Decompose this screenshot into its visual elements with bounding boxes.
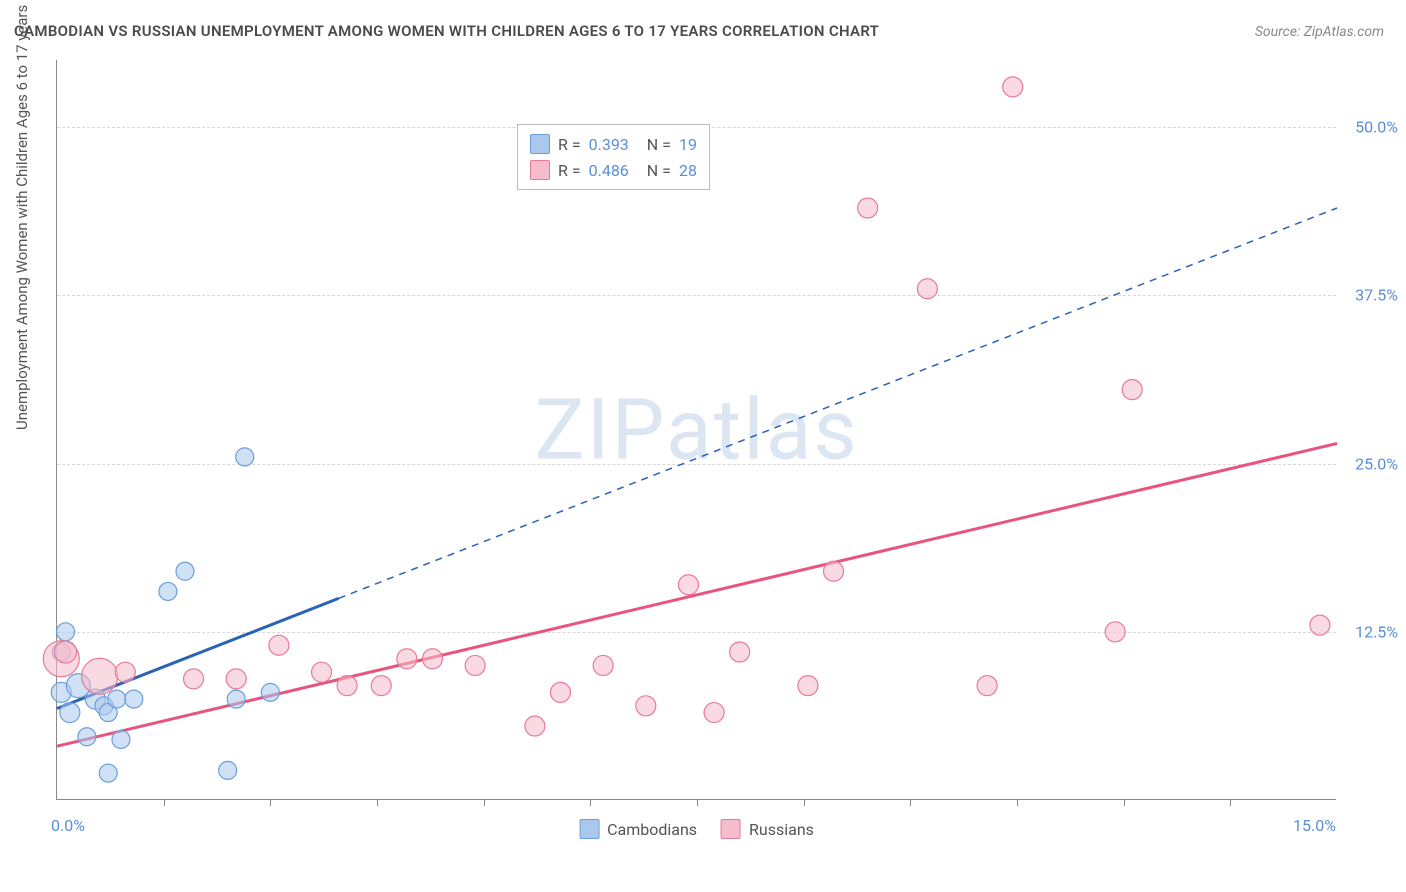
y-axis-label: Unemployment Among Women with Children A… [13, 5, 31, 430]
legend-n-value-0: 19 [679, 135, 697, 154]
data-point [858, 198, 878, 218]
x-tick [697, 799, 698, 806]
data-point [465, 655, 485, 675]
data-point [1003, 77, 1023, 97]
legend-r-label: R = [558, 135, 581, 154]
legend-row-cambodians: R = 0.393 N = 19 [530, 131, 697, 157]
legend-n-label: N = [647, 161, 671, 180]
legend-swatch-russians [721, 819, 741, 839]
data-point [159, 582, 177, 600]
data-point [108, 690, 126, 708]
x-tick [1124, 799, 1125, 806]
x-tick [1017, 799, 1018, 806]
data-point [78, 728, 96, 746]
data-point [977, 676, 997, 696]
data-point [1122, 380, 1142, 400]
data-point [371, 676, 391, 696]
data-point [550, 682, 570, 702]
data-point [1310, 615, 1330, 635]
trend-line-dashed [339, 208, 1337, 598]
data-point [917, 279, 937, 299]
legend-r-label: R = [558, 161, 581, 180]
data-point [184, 669, 204, 689]
data-point [60, 703, 80, 723]
data-point [730, 642, 750, 662]
x-tick [1230, 799, 1231, 806]
y-tick-label: 25.0% [1342, 454, 1398, 473]
data-point [112, 730, 130, 748]
legend-r-value-0: 0.393 [589, 135, 629, 154]
legend-swatch-cambodians [530, 134, 550, 154]
data-point [55, 641, 77, 663]
data-point [125, 690, 143, 708]
data-point [525, 716, 545, 736]
x-tick [270, 799, 271, 806]
y-tick-label: 12.5% [1342, 622, 1398, 641]
data-point [57, 623, 75, 641]
data-point [593, 655, 613, 675]
correlation-legend: R = 0.393 N = 19 R = 0.486 N = 28 [517, 124, 710, 190]
data-point [219, 761, 237, 779]
data-point [236, 448, 254, 466]
x-tick [590, 799, 591, 806]
legend-label: Russians [749, 820, 814, 839]
trend-line-solid [57, 443, 1337, 746]
legend-row-russians: R = 0.486 N = 28 [530, 157, 697, 183]
data-point [99, 764, 117, 782]
data-point [269, 635, 289, 655]
data-point [337, 676, 357, 696]
plot-area: ZIPatlas 12.5%25.0%37.5%50.0% 0.0%15.0% … [56, 60, 1336, 800]
data-point [226, 669, 246, 689]
x-tick-label: 15.0% [1293, 816, 1336, 835]
legend-item-cambodians: Cambodians [579, 819, 697, 839]
legend-item-russians: Russians [721, 819, 814, 839]
legend-label: Cambodians [607, 820, 697, 839]
data-point [824, 561, 844, 581]
data-point [422, 649, 442, 669]
data-point [678, 575, 698, 595]
x-tick [804, 799, 805, 806]
chart-source: Source: ZipAtlas.com [1255, 24, 1384, 40]
trend-lines [57, 208, 1337, 746]
x-tick [484, 799, 485, 806]
chart-container: CAMBODIAN VS RUSSIAN UNEMPLOYMENT AMONG … [0, 0, 1406, 892]
x-tick-label: 0.0% [51, 816, 85, 835]
data-point [176, 562, 194, 580]
data-point [227, 690, 245, 708]
legend-swatch-russians [530, 160, 550, 180]
data-point [397, 649, 417, 669]
y-tick-label: 37.5% [1342, 286, 1398, 305]
legend-swatch-cambodians [579, 819, 599, 839]
y-tick-label: 50.0% [1342, 118, 1398, 137]
legend-r-value-1: 0.486 [589, 161, 629, 180]
legend-n-label: N = [647, 135, 671, 154]
data-point [636, 696, 656, 716]
x-tick [377, 799, 378, 806]
chart-title: CAMBODIAN VS RUSSIAN UNEMPLOYMENT AMONG … [14, 22, 879, 40]
data-point [798, 676, 818, 696]
data-point [312, 662, 332, 682]
data-point [82, 658, 118, 694]
data-point [261, 683, 279, 701]
data-point [1105, 622, 1125, 642]
series-legend: Cambodians Russians [579, 819, 814, 839]
legend-n-value-1: 28 [679, 161, 697, 180]
data-point [704, 703, 724, 723]
data-point [115, 662, 135, 682]
x-tick [164, 799, 165, 806]
x-tick [910, 799, 911, 806]
